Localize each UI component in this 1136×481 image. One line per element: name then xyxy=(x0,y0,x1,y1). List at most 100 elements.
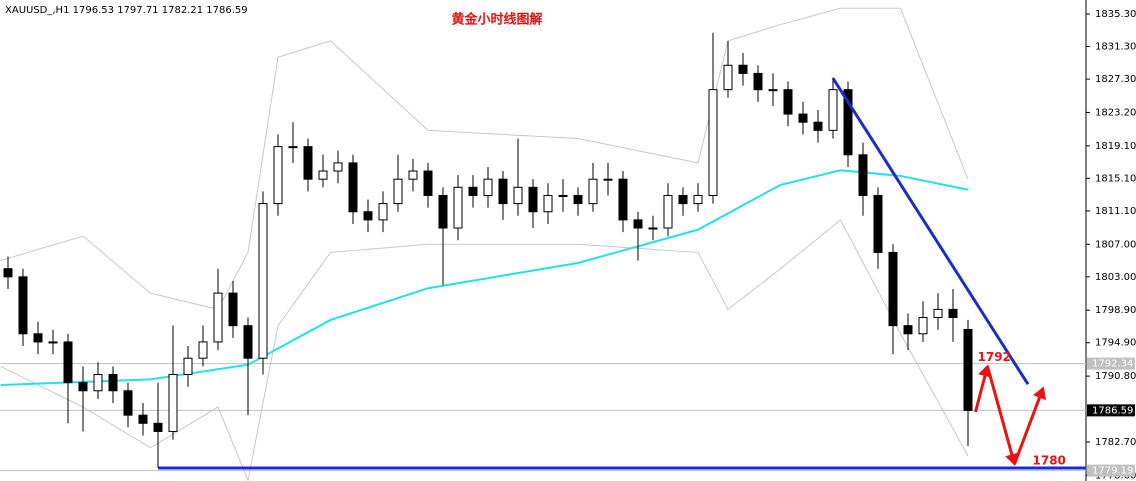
candle-body xyxy=(888,251,898,327)
y-tick-label: 1831.30 xyxy=(1095,42,1136,53)
y-tick-label: 1782.70 xyxy=(1095,437,1136,448)
ohlc-high: 1797.71 xyxy=(117,5,158,16)
candle-body xyxy=(363,211,373,221)
candle-body xyxy=(573,194,583,205)
candle-body xyxy=(213,292,223,343)
candle-body xyxy=(33,333,43,343)
candle-body xyxy=(303,146,313,180)
candle-body xyxy=(873,194,883,253)
projection-label: 1792 xyxy=(978,350,1011,364)
y-tick-label: 1811.10 xyxy=(1095,206,1136,217)
candle-body xyxy=(468,186,478,196)
candle-body xyxy=(288,146,298,149)
candle-body xyxy=(723,64,733,91)
candle-body xyxy=(603,178,613,181)
price-label-box xyxy=(1087,404,1135,417)
candle-body xyxy=(273,146,283,205)
candle-body xyxy=(93,373,103,392)
candle-body xyxy=(123,390,133,416)
candle-body xyxy=(693,194,703,205)
candle-body xyxy=(543,194,553,213)
candle-body xyxy=(783,89,793,115)
bollinger-upper xyxy=(0,7,969,310)
price-label-box xyxy=(1087,357,1135,370)
candle-body xyxy=(138,414,148,424)
ohlc-low: 1782.21 xyxy=(162,5,203,16)
projection-arrow xyxy=(986,365,1019,466)
price-label: 1786.59 xyxy=(1092,405,1133,416)
y-tick-label: 1827.30 xyxy=(1095,74,1136,85)
candle-body xyxy=(588,178,598,205)
candle-body xyxy=(78,382,88,392)
candle-body xyxy=(513,186,523,205)
candle-body xyxy=(153,422,163,432)
candle-body xyxy=(828,89,838,131)
chart-title: XAUUSD_,H1 1796.53 1797.71 1782.21 1786.… xyxy=(5,5,248,16)
candle-body xyxy=(948,308,958,319)
price-label: 1779.19 xyxy=(1092,466,1133,477)
candle-body xyxy=(408,170,418,180)
candle-body xyxy=(498,178,508,205)
candle-body xyxy=(483,178,493,196)
candle-body xyxy=(858,154,868,196)
candle-body xyxy=(558,194,568,197)
candle-body xyxy=(378,203,388,221)
candle-body xyxy=(63,341,73,384)
candle-body xyxy=(663,194,673,229)
candle-body xyxy=(453,186,463,229)
candle-body xyxy=(708,89,718,196)
candle-body xyxy=(258,203,268,359)
y-tick-label: 1819.10 xyxy=(1095,141,1136,152)
candle-body xyxy=(648,227,658,230)
y-tick-label: 1794.90 xyxy=(1095,338,1136,349)
candle-body xyxy=(903,325,913,335)
candle-body xyxy=(423,170,433,196)
candle-body xyxy=(918,317,928,335)
candle-body xyxy=(813,121,823,131)
y-tick-label: 1790.80 xyxy=(1095,371,1136,382)
candle-body xyxy=(438,194,448,229)
candle-body xyxy=(633,219,643,229)
candle-body xyxy=(798,113,808,123)
candle-body xyxy=(318,170,328,180)
candle-body xyxy=(393,178,403,205)
trend-line xyxy=(831,77,1030,386)
candle-body xyxy=(183,357,193,375)
y-tick-label: 1803.00 xyxy=(1095,272,1136,283)
y-tick-label: 1823.20 xyxy=(1095,107,1136,118)
candle-body xyxy=(198,341,208,359)
candle-body xyxy=(48,341,58,344)
ohlc-open: 1796.53 xyxy=(73,5,114,16)
projection-label: 1780 xyxy=(1033,453,1066,467)
candle-body xyxy=(768,89,778,92)
candle-body xyxy=(228,292,238,327)
projection-arrow xyxy=(1013,386,1047,465)
candle-body xyxy=(348,162,358,213)
y-tick-label: 1815.10 xyxy=(1095,173,1136,184)
price-label: 1792.34 xyxy=(1092,359,1133,370)
ohlc-close: 1786.59 xyxy=(206,5,247,16)
candle-body xyxy=(618,178,628,221)
candle-body xyxy=(678,194,688,205)
candle-body xyxy=(108,373,118,392)
y-tick-label: 1798.90 xyxy=(1095,305,1136,316)
candle-body xyxy=(333,162,343,172)
y-tick-label: 1807.00 xyxy=(1095,239,1136,250)
projection-arrow xyxy=(974,364,992,413)
candle-body xyxy=(3,268,13,278)
candle-body xyxy=(963,328,973,411)
symbol: XAUUSD_,H1 xyxy=(5,5,69,16)
chart-subtitle: 黄金小时线图解 xyxy=(451,12,542,28)
candle-body xyxy=(243,325,253,359)
candle-body xyxy=(738,64,748,74)
candle-body xyxy=(753,72,763,91)
candle-body xyxy=(843,89,853,156)
price-label-box xyxy=(1087,464,1135,477)
candle-body xyxy=(528,186,538,213)
candle-body xyxy=(933,308,943,319)
candle-body xyxy=(18,276,28,335)
candle-body xyxy=(168,373,178,432)
y-tick-label: 1835.30 xyxy=(1095,9,1136,20)
